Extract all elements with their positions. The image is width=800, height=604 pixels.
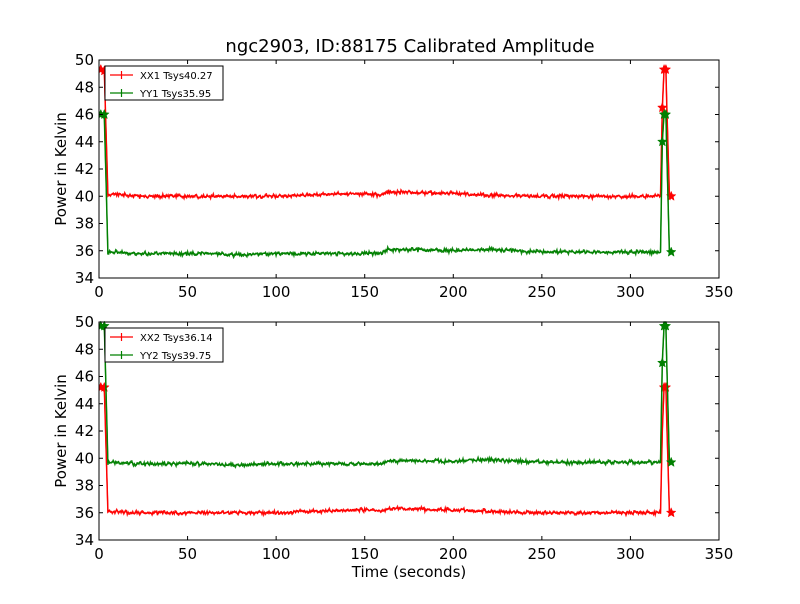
x-tick-label: 300 <box>616 545 645 563</box>
x-tick-label: 100 <box>262 283 291 301</box>
y-tick-label: 48 <box>75 340 94 358</box>
x-tick-label: 300 <box>616 283 645 301</box>
y-tick-label: 36 <box>75 242 94 260</box>
chart-panel-1: 0 50 100 150 200 250 300 350 34 36 38 40 42 44 46 48 50 P… <box>52 51 733 301</box>
y-tick-label: 50 <box>75 313 94 331</box>
y-tick-label: 46 <box>75 106 94 124</box>
x-tick-label: 0 <box>94 283 104 301</box>
x-tick-label: 100 <box>262 545 291 563</box>
x-tick-label: 350 <box>705 283 734 301</box>
x-tick-label: 350 <box>705 545 734 563</box>
y-tick-label: 40 <box>75 187 94 205</box>
y-tick-label: 36 <box>75 504 94 522</box>
legend-label: YY2 Tsys39.75 <box>139 351 211 362</box>
x-tick-label: 0 <box>94 545 104 563</box>
legend-label: XX2 Tsys36.14 <box>140 333 213 344</box>
y-tick-label: 38 <box>75 215 94 233</box>
x-tick-label: 150 <box>350 545 379 563</box>
x-tick-label: 200 <box>439 283 468 301</box>
y-tick-label: 48 <box>75 78 94 96</box>
y-tick-label: 44 <box>75 395 94 413</box>
legend: XX1 Tsys40.27 YY1 Tsys35.95 <box>105 66 223 100</box>
y-tick-label: 40 <box>75 449 94 467</box>
x-tick-label: 150 <box>350 283 379 301</box>
y-tick-label: 44 <box>75 133 94 151</box>
y-tick-label: 50 <box>75 51 94 69</box>
x-axis-label: Time (seconds) <box>351 563 467 581</box>
y-tick-label: 34 <box>75 269 94 287</box>
y-tick-label: 46 <box>75 368 94 386</box>
x-tick-label: 50 <box>178 283 197 301</box>
legend: XX2 Tsys36.14 YY2 Tsys39.75 <box>105 328 223 362</box>
legend-label: YY1 Tsys35.95 <box>139 89 211 100</box>
x-tick-label: 250 <box>528 283 557 301</box>
chart-title: ngc2903, ID:88175 Calibrated Amplitude <box>225 36 594 57</box>
x-tick-label: 250 <box>528 545 557 563</box>
x-tick-label: 200 <box>439 545 468 563</box>
y-axis-label: Power in Kelvin <box>52 374 70 488</box>
y-tick-label: 42 <box>75 422 94 440</box>
y-tick-label: 38 <box>75 477 94 495</box>
y-tick-label: 42 <box>75 160 94 178</box>
y-tick-label: 34 <box>75 531 94 549</box>
legend-label: XX1 Tsys40.27 <box>140 71 213 82</box>
y-axis-label: Power in Kelvin <box>52 112 70 226</box>
x-tick-label: 50 <box>178 545 197 563</box>
